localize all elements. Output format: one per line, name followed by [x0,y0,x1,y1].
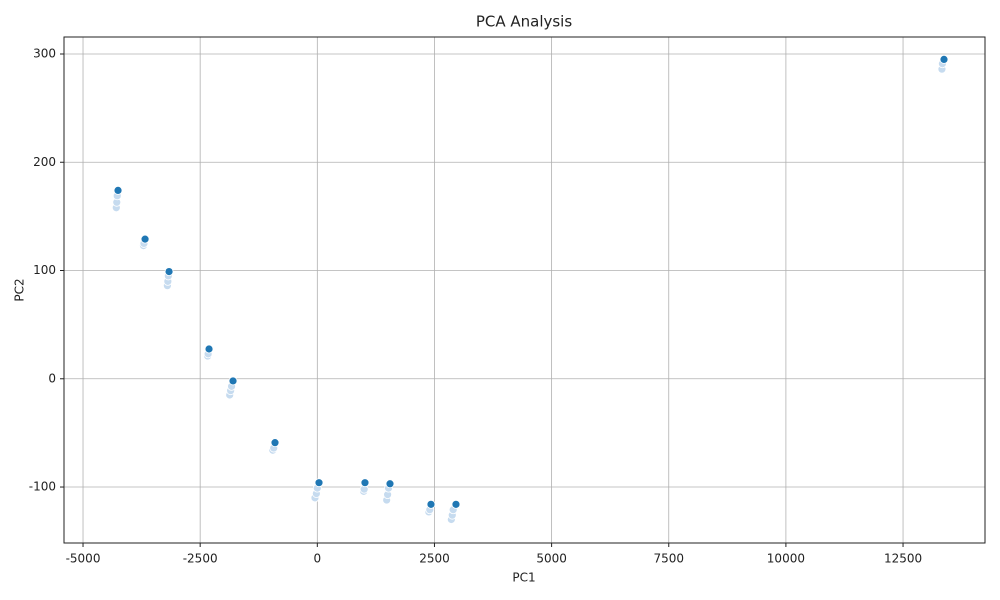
x-tick-label: 2500 [419,552,450,566]
y-tick-label: 200 [33,155,56,169]
plot-frame [63,36,986,544]
y-tick-label: -100 [29,480,56,494]
x-tick-label: 0 [313,552,321,566]
point [939,55,949,64]
x-tick-label: 10000 [767,552,805,566]
point [314,478,324,488]
x-axis-label: PC1 [512,571,535,585]
y-tick-label: 100 [33,263,56,277]
point [113,186,123,195]
x-tick-label: 5000 [536,552,567,566]
point [451,499,461,509]
point [228,376,238,386]
y-tick-label: 300 [33,46,56,60]
point [360,478,370,488]
point [204,344,214,354]
y-tick-label: 0 [48,371,56,385]
point [385,479,395,489]
x-tick-label: -2500 [183,552,218,566]
point [164,267,174,276]
chart-title: PCA Analysis [476,13,573,31]
y-axis-label: PC2 [13,278,27,301]
point [270,438,280,448]
x-tick-label: 12500 [884,552,922,566]
point [426,499,436,509]
point [140,234,150,244]
x-tick-label: -5000 [66,552,101,566]
x-tick-label: 7500 [653,552,684,566]
